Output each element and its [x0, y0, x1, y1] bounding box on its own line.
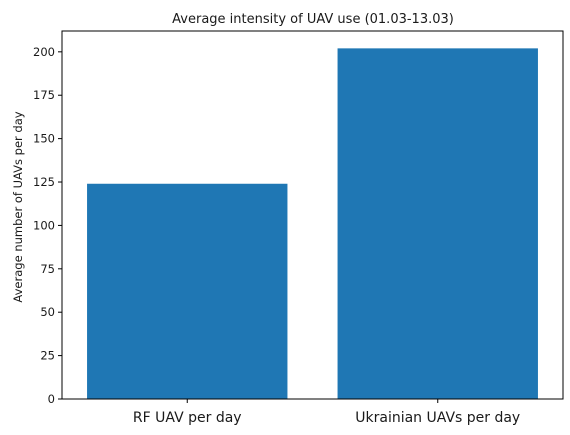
- y-tick-label: 0: [48, 392, 55, 406]
- bars-group: [87, 48, 538, 399]
- y-tick-label: 100: [33, 218, 55, 232]
- y-tick-label: 50: [40, 305, 55, 319]
- y-tick-label: 175: [33, 88, 55, 102]
- y-tick-label: 200: [33, 45, 55, 59]
- x-axis-ticks: RF UAV per day Ukrainian UAVs per day: [133, 399, 520, 426]
- y-axis-label: Average number of UAVs per day: [11, 111, 25, 302]
- x-tick-label: Ukrainian UAVs per day: [355, 410, 520, 426]
- bar-1: [337, 48, 538, 399]
- chart-title: Average intensity of UAV use (01.03-13.0…: [172, 12, 454, 27]
- plot-frame: [61, 30, 564, 400]
- y-tick-label: 125: [33, 175, 55, 189]
- y-tick-label: 25: [40, 349, 55, 363]
- y-tick-label: 75: [40, 262, 55, 276]
- y-axis-ticks: 0 25 50 75 100 125 150 175 200: [33, 45, 62, 406]
- x-tick-label: RF UAV per day: [133, 410, 242, 426]
- bar-0: [87, 183, 288, 399]
- y-tick-label: 150: [33, 132, 55, 146]
